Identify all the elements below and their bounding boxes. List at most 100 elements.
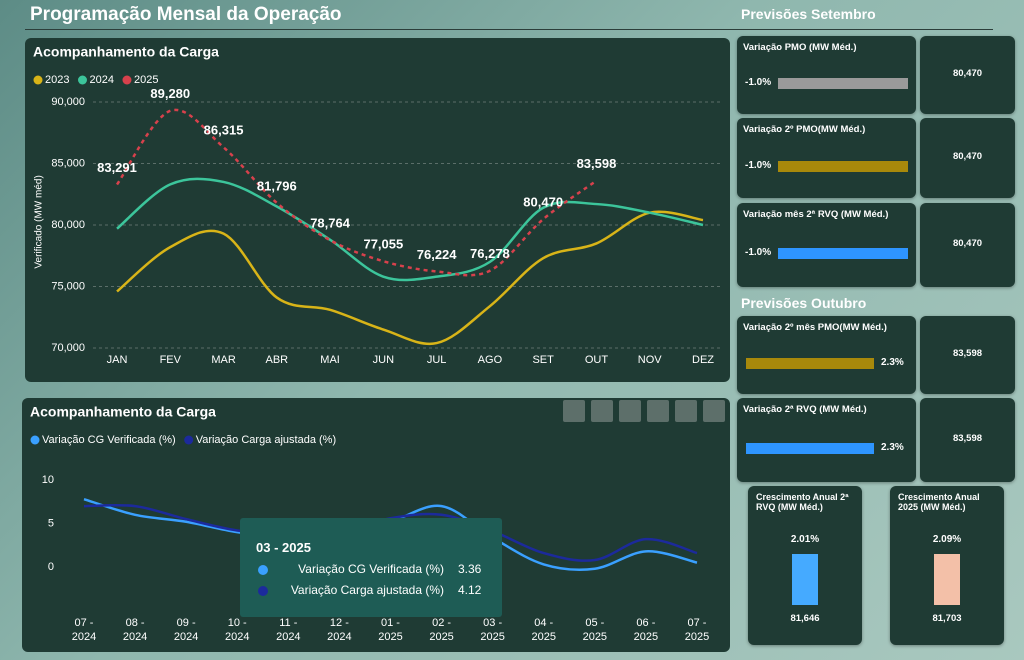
tooltip-series: Variação CG Verificada (%) (298, 562, 444, 576)
more-button[interactable] (703, 400, 725, 422)
y-axis-title: Verificado (MW méd) (34, 175, 45, 268)
x-tick-label: 07 - 2025 (684, 617, 710, 643)
alert-button[interactable] (619, 400, 641, 422)
data-label: 77,055 (363, 237, 403, 252)
tooltip: 03 - 2025 Variação CG Verificada (%) 3.36… (240, 518, 502, 617)
x-tick-label: FEV (160, 354, 182, 366)
y-tick-label: 0 (48, 561, 54, 573)
chart-panel: Acompanhamento da Carga Verificado (MW mé… (25, 38, 730, 382)
forecast-value: 80,470 (952, 68, 983, 79)
x-tick-label: NOV (638, 354, 663, 366)
growth-bar (792, 554, 818, 605)
data-label: 89,280 (150, 86, 190, 101)
x-tick-label: JUL (427, 354, 447, 366)
forecast-value: 80,470 (952, 238, 983, 249)
growth-bar (934, 554, 960, 605)
forecast-card: 80,470 (920, 203, 1015, 287)
kpi-title: Variação 2º PMO(MW Méd.) (743, 124, 866, 135)
copy-button[interactable] (591, 400, 613, 422)
growth-title: Crescimento Anual 2ª RVQ (MW Méd.) (756, 492, 849, 512)
forecast-value: 83,598 (952, 433, 983, 444)
page-title: Programação Mensal da Operação (30, 4, 342, 25)
x-tick-label: OUT (585, 354, 609, 366)
legend-label: 2024 (89, 74, 113, 86)
forecast-card: 83,598 (920, 398, 1015, 482)
x-tick-label: 02 - 2025 (429, 617, 454, 643)
growth-label: 2.09% (932, 534, 962, 545)
legend-marker (33, 75, 43, 85)
chart-title: Acompanhamento da Carga (30, 404, 216, 420)
y-tick-label: 75,000 (51, 280, 85, 292)
forecast-value: 80,470 (952, 151, 983, 162)
kpi-title: Variação 2ª RVQ (MW Méd.) (743, 404, 867, 415)
kpi-card: Variação 2ª RVQ (MW Méd.) 2.3% (737, 398, 916, 482)
legend-marker (77, 75, 87, 85)
data-label: 78,764 (310, 216, 351, 231)
kpi-bar (746, 358, 874, 369)
growth-card: Crescimento Anual 2ª RVQ (MW Méd.) 2.01% 8… (748, 486, 862, 645)
chart-title: Acompanhamento da Carga (33, 44, 219, 60)
data-label: 76,278 (470, 246, 510, 261)
data-label: 76,224 (417, 247, 458, 262)
divider (25, 29, 993, 30)
tooltip-series: Variação Carga ajustada (%) (290, 583, 444, 597)
section-title: Previsões Setembro (741, 6, 876, 22)
x-tick-label: 07 - 2024 (71, 617, 97, 643)
tooltip-value: 4.12 (458, 583, 482, 597)
data-label: 81,796 (257, 178, 297, 193)
forecast-value: 83,598 (952, 348, 983, 359)
x-tick-label: ABR (266, 354, 289, 366)
kpi-title: Variação PMO (MW Méd.) (743, 42, 857, 53)
x-tick-label: 08 - 2024 (122, 617, 148, 643)
kpi-card: Variação PMO (MW Méd.) -1.0% (737, 36, 916, 114)
kpi-label: -1.0% (745, 77, 772, 88)
growth-value: 81,703 (932, 613, 962, 624)
focus-button[interactable] (675, 400, 697, 422)
forecast-card: 80,470 (920, 36, 1015, 114)
x-tick-label: 09 - 2024 (173, 617, 199, 643)
y-tick-label: 80,000 (51, 219, 85, 231)
tooltip-value: 3.36 (458, 562, 482, 576)
y-tick-label: 90,000 (51, 96, 85, 108)
tooltip-marker (258, 586, 268, 596)
legend-label: 2025 (134, 74, 158, 86)
kpi-label: 2.3% (881, 442, 904, 453)
chart: Acompanhamento da Carga Verificado (MW mé… (33, 44, 723, 366)
growth-card: Crescimento Anual 2025 (MW Méd.) 2.09% 81,… (890, 486, 1004, 645)
x-tick-label: JAN (107, 354, 128, 366)
x-tick-label: 11 - 2024 (276, 617, 301, 643)
kpi-title: Variação mês 2ª RVQ (MW Méd.) (743, 209, 889, 220)
forecast-card: 80,470 (920, 118, 1015, 198)
kpi-bar (778, 161, 908, 172)
x-tick-label: SET (532, 354, 554, 366)
legend-label: Variação Carga ajustada (%) (196, 434, 336, 446)
y-tick-label: 10 (42, 474, 54, 486)
x-tick-label: MAI (320, 354, 340, 366)
x-tick-label: 10 - 2024 (225, 617, 250, 643)
filter-button[interactable] (647, 400, 669, 422)
pin-button[interactable] (563, 400, 585, 422)
x-tick-label: 05 - 2025 (582, 617, 608, 643)
kpi-label: -1.0% (745, 247, 772, 258)
legend-label: 2023 (45, 74, 69, 86)
tooltip-title: 03 - 2025 (256, 540, 311, 555)
data-label: 80,470 (523, 195, 563, 210)
x-tick-label: MAR (211, 354, 236, 366)
forecast-card: 83,598 (920, 316, 1015, 394)
x-tick-label: JUN (373, 354, 394, 366)
series-line (116, 177, 704, 282)
kpi-card: Variação 2º PMO(MW Méd.) -1.0% (737, 118, 916, 198)
kpi-label: -1.0% (745, 160, 772, 171)
x-tick-label: 04 - 2025 (531, 617, 556, 643)
data-label: 86,315 (204, 123, 244, 138)
x-tick-label: 01 - 2025 (378, 617, 403, 643)
legend-marker (30, 435, 40, 445)
series-line (115, 108, 598, 277)
x-tick-label: DEZ (692, 354, 714, 366)
x-tick-label: AGO (478, 354, 503, 366)
y-tick-label: 85,000 (51, 157, 85, 169)
kpi-title: Variação 2º mês PMO(MW Méd.) (743, 322, 887, 333)
data-label: 83,291 (97, 160, 137, 175)
growth-value: 81,646 (790, 613, 820, 624)
legend-marker (184, 435, 194, 445)
